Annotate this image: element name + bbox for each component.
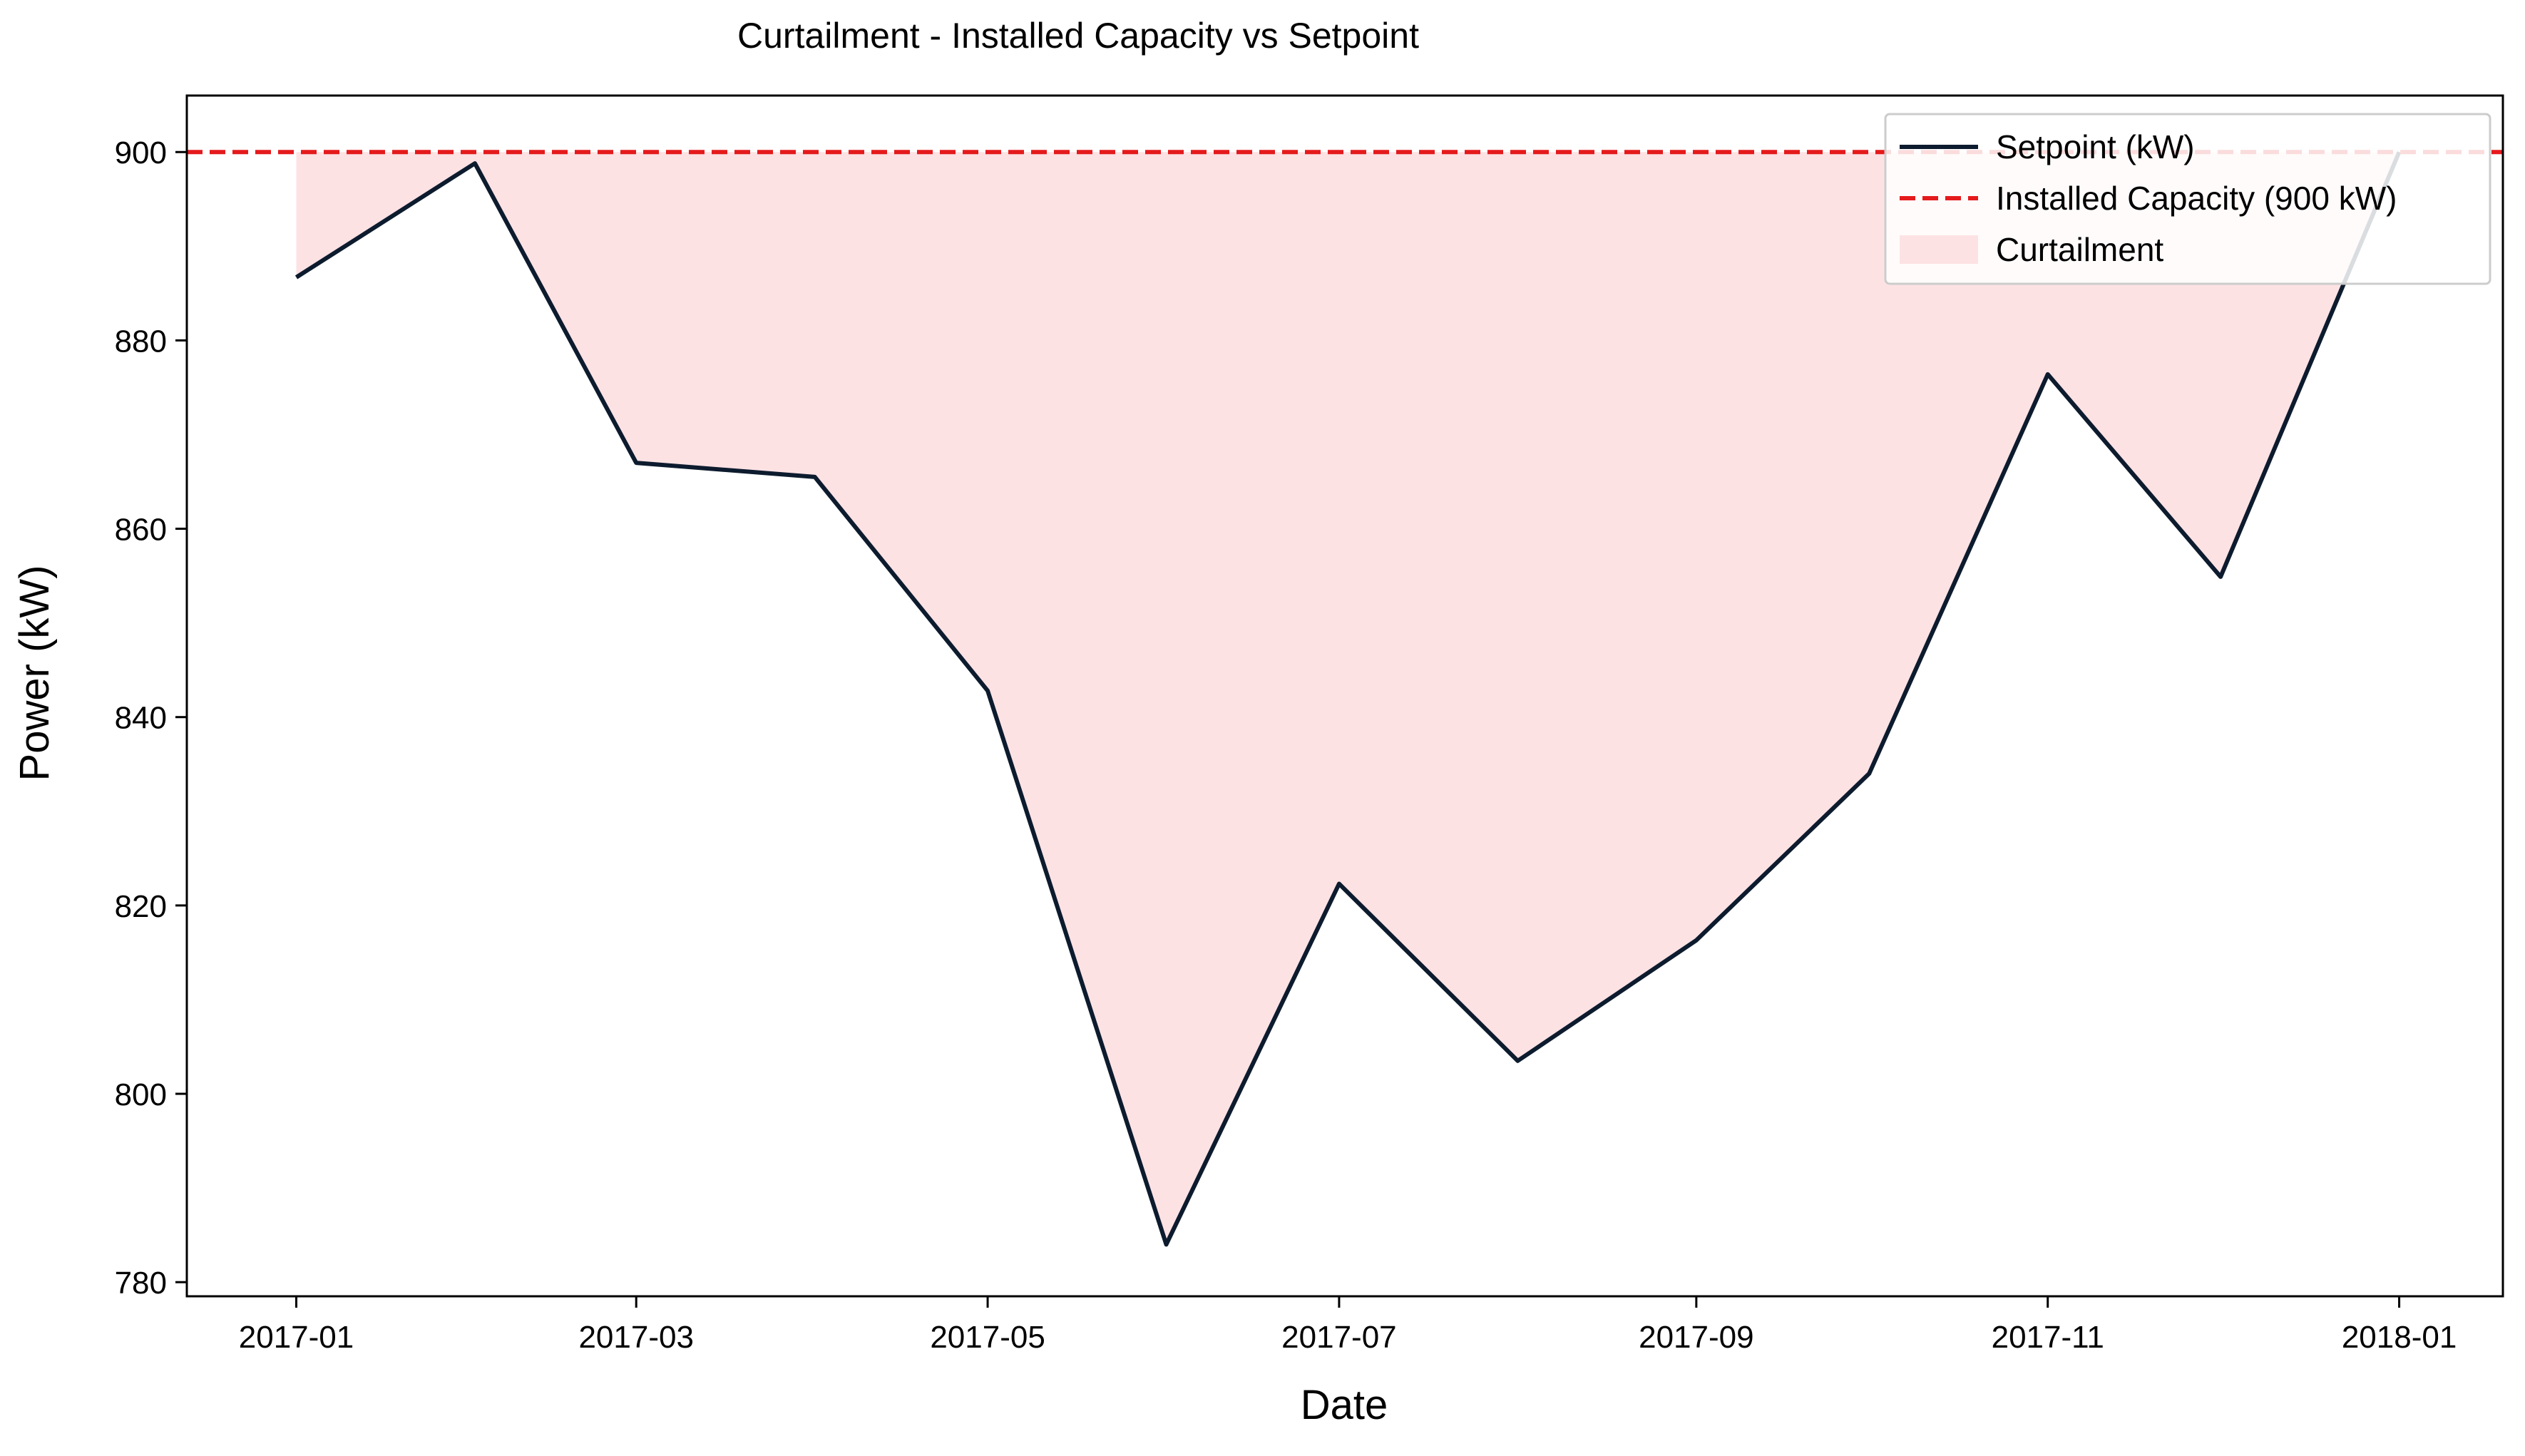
chart-title: Curtailment - Installed Capacity vs Setp…: [737, 16, 1419, 56]
x-tick-label: 2017-09: [1639, 1320, 1753, 1355]
y-tick-label: 840: [115, 701, 167, 736]
x-axis-label: Date: [1301, 1382, 1388, 1428]
curtailment-area: [296, 152, 2399, 1245]
legend-swatch-curtailment: [1900, 235, 1978, 264]
legend-label: Setpoint (kW): [1996, 128, 2195, 165]
setpoint-line: [295, 151, 2402, 1247]
y-axis-label: Power (kW): [11, 565, 58, 781]
plot-frame: [185, 94, 2504, 1298]
x-tick-label: 2017-03: [578, 1320, 693, 1355]
y-tick-label: 780: [115, 1266, 167, 1301]
legend-box: [1884, 113, 2491, 285]
x-tick-label: 2017-05: [930, 1320, 1045, 1355]
legend-label: Installed Capacity (900 kW): [1996, 180, 2397, 217]
axes-layer: 780 800 820 840 860 880 900 2017-01 2017-03 2017-…: [115, 94, 2504, 1355]
y-tick-label: 800: [115, 1077, 167, 1112]
x-tick-label: 2017-01: [239, 1320, 354, 1355]
legend-label: Curtailment: [1996, 231, 2163, 268]
x-tick-label: 2018-01: [2342, 1320, 2457, 1355]
x-tick-label: 2017-11: [1992, 1320, 2104, 1355]
curtailment-fill-layer: [296, 152, 2399, 1245]
y-tick-label: 860: [115, 513, 167, 548]
x-tick-label: 2017-07: [1281, 1320, 1396, 1355]
legend: Setpoint (kW) Installed Capacity (900 kW)…: [1884, 113, 2491, 285]
y-tick-label: 880: [115, 324, 167, 359]
y-tick-label: 900: [115, 135, 167, 170]
y-tick-label: 820: [115, 889, 167, 924]
